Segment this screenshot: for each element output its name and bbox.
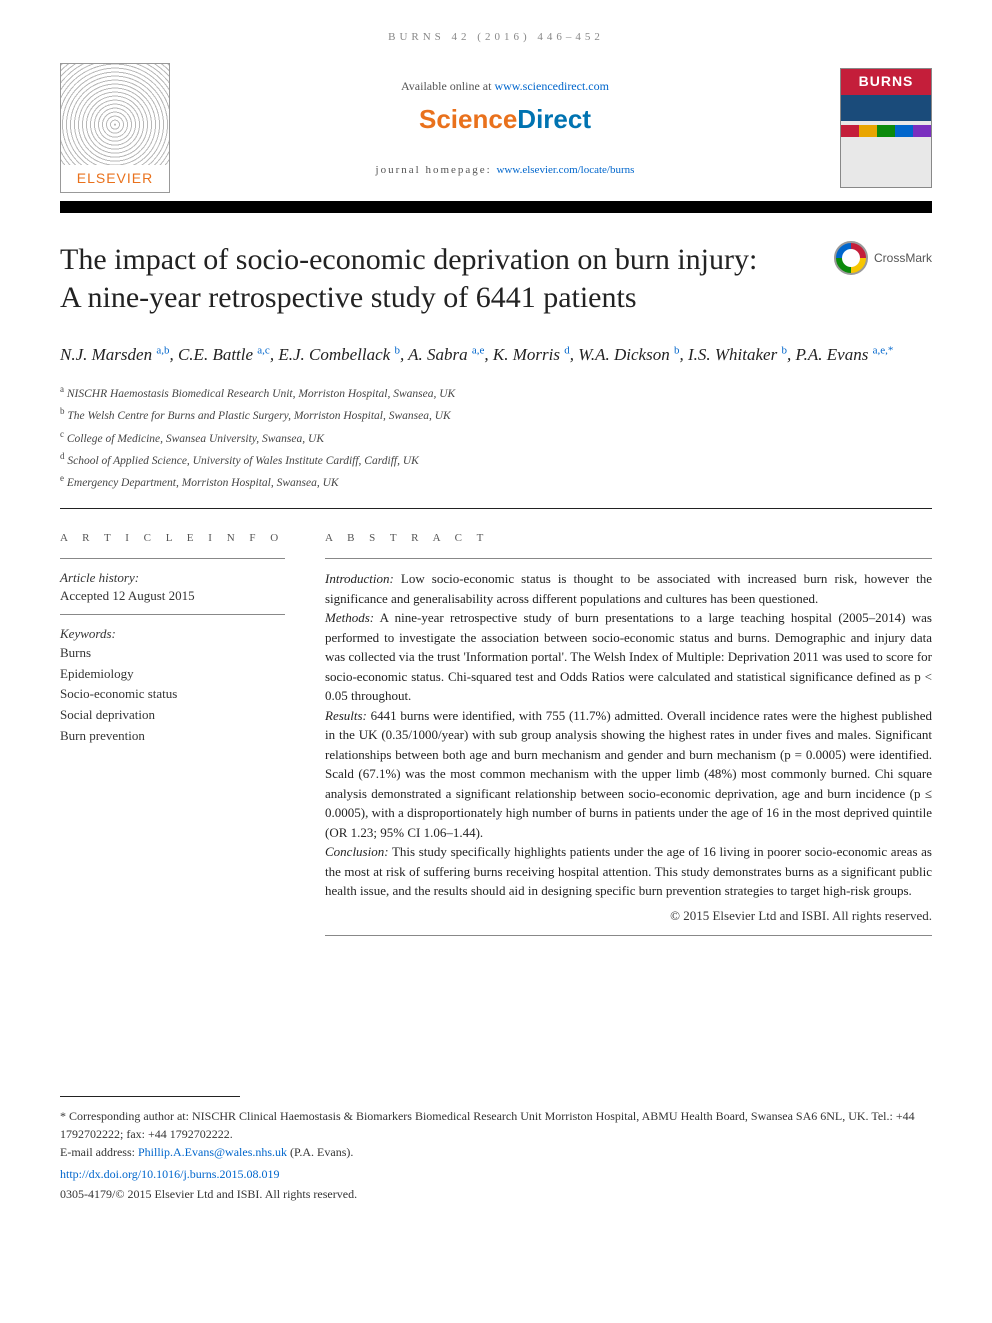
- elsevier-label: ELSEVIER: [77, 165, 153, 193]
- homepage-prefix: journal homepage:: [376, 164, 497, 176]
- keyword-item: Burns: [60, 643, 285, 664]
- affiliation-line: e Emergency Department, Morriston Hospit…: [60, 471, 932, 493]
- available-prefix: Available online at: [401, 79, 494, 93]
- doi-link[interactable]: http://dx.doi.org/10.1016/j.burns.2015.0…: [60, 1167, 279, 1181]
- author-affiliation-link[interactable]: a,c: [257, 345, 270, 357]
- abstract-paragraph: Results: 6441 burns were identified, wit…: [325, 706, 932, 843]
- title-row: The impact of socio-economic deprivation…: [60, 241, 932, 316]
- article-history-label: Article history:: [60, 569, 285, 587]
- journal-homepage-line: journal homepage: www.elsevier.com/locat…: [190, 163, 820, 178]
- footnotes: * Corresponding author at: NISCHR Clinic…: [60, 1107, 932, 1203]
- keyword-item: Burn prevention: [60, 726, 285, 747]
- affiliation-line: c College of Medicine, Swansea Universit…: [60, 427, 932, 449]
- issn-copyright-line: 0305-4179/© 2015 Elsevier Ltd and ISBI. …: [60, 1185, 932, 1203]
- divider-after-affiliations: [60, 508, 932, 509]
- sciencedirect-brand[interactable]: ScienceDirect: [419, 101, 591, 137]
- article-accepted-date: Accepted 12 August 2015: [60, 587, 285, 605]
- abstract-divider-top: [325, 558, 932, 559]
- abstract-run-in: Introduction:: [325, 571, 394, 586]
- affiliation-line: d School of Applied Science, University …: [60, 449, 932, 471]
- corresponding-email-link[interactable]: Phillip.A.Evans@wales.nhs.uk: [138, 1145, 287, 1159]
- elsevier-tree-icon: [61, 64, 169, 164]
- corresponding-author-note: * Corresponding author at: NISCHR Clinic…: [60, 1107, 932, 1143]
- two-column-region: A R T I C L E I N F O Article history: A…: [60, 531, 932, 946]
- abstract-run-in: Results:: [325, 708, 367, 723]
- journal-cover-body: [841, 95, 931, 187]
- authors-line: N.J. Marsden a,b, C.E. Battle a,c, E.J. …: [60, 342, 932, 368]
- keyword-item: Socio-economic status: [60, 684, 285, 705]
- abstract-body: Introduction: Low socio-economic status …: [325, 569, 932, 901]
- author: K. Morris d: [493, 345, 570, 364]
- info-divider-top: [60, 558, 285, 559]
- footer-divider: [60, 1096, 240, 1097]
- author-affiliation-link[interactable]: a,e,*: [873, 345, 894, 357]
- author: W.A. Dickson b: [578, 345, 679, 364]
- sd-blue-part: Direct: [517, 104, 591, 134]
- author-affiliation-link[interactable]: b: [781, 345, 787, 357]
- top-banner: ELSEVIER Available online at www.science…: [60, 63, 932, 193]
- author: A. Sabra a,e: [408, 345, 484, 364]
- sd-orange-part: Science: [419, 104, 517, 134]
- abstract-run-in: Conclusion:: [325, 844, 389, 859]
- abstract-column: A B S T R A C T Introduction: Low socio-…: [325, 531, 932, 946]
- banner-center: Available online at www.sciencedirect.co…: [190, 78, 820, 179]
- author-affiliation-link[interactable]: a,b: [156, 345, 169, 357]
- author: I.S. Whitaker b: [688, 345, 787, 364]
- email-label: E-mail address:: [60, 1145, 138, 1159]
- author: C.E. Battle a,c: [178, 345, 270, 364]
- keywords-list: BurnsEpidemiologySocio-economic statusSo…: [60, 643, 285, 747]
- crossmark-label: CrossMark: [874, 250, 932, 267]
- crossmark-badge[interactable]: CrossMark: [834, 241, 932, 275]
- affiliation-line: b The Welsh Centre for Burns and Plastic…: [60, 404, 932, 426]
- keyword-item: Social deprivation: [60, 705, 285, 726]
- abstract-paragraph: Methods: A nine-year retrospective study…: [325, 608, 932, 706]
- abstract-copyright: © 2015 Elsevier Ltd and ISBI. All rights…: [325, 907, 932, 925]
- author-affiliation-link[interactable]: b: [674, 345, 680, 357]
- black-divider: [60, 201, 932, 213]
- abstract-paragraph: Introduction: Low socio-economic status …: [325, 569, 932, 608]
- available-online-line: Available online at www.sciencedirect.co…: [190, 78, 820, 95]
- author-affiliation-link[interactable]: d: [564, 345, 570, 357]
- email-line: E-mail address: Phillip.A.Evans@wales.nh…: [60, 1143, 932, 1161]
- running-head: BURNS 42 (2016) 446–452: [60, 30, 932, 45]
- article-info-heading: A R T I C L E I N F O: [60, 531, 285, 546]
- article-info-column: A R T I C L E I N F O Article history: A…: [60, 531, 285, 946]
- sciencedirect-link[interactable]: www.sciencedirect.com: [494, 79, 609, 93]
- journal-homepage-link[interactable]: www.elsevier.com/locate/burns: [496, 164, 634, 176]
- crossmark-icon: [834, 241, 868, 275]
- journal-cover-title: BURNS: [841, 69, 931, 95]
- elsevier-logo[interactable]: ELSEVIER: [60, 63, 170, 193]
- author-affiliation-link[interactable]: b: [394, 345, 400, 357]
- author-affiliation-link[interactable]: a,e: [472, 345, 485, 357]
- abstract-paragraph: Conclusion: This study specifically high…: [325, 842, 932, 901]
- affiliation-line: a NISCHR Haemostasis Biomedical Research…: [60, 382, 932, 404]
- author: N.J. Marsden a,b: [60, 345, 169, 364]
- journal-cover[interactable]: BURNS: [840, 68, 932, 188]
- abstract-run-in: Methods:: [325, 610, 374, 625]
- journal-cover-stripe: [841, 125, 931, 137]
- email-suffix: (P.A. Evans).: [287, 1145, 353, 1159]
- keywords-label: Keywords:: [60, 625, 285, 643]
- author: E.J. Combellack b: [278, 345, 400, 364]
- article-title: The impact of socio-economic deprivation…: [60, 241, 760, 316]
- affiliations-block: a NISCHR Haemostasis Biomedical Research…: [60, 382, 932, 494]
- abstract-divider-bottom: [325, 935, 932, 936]
- abstract-heading: A B S T R A C T: [325, 531, 932, 546]
- keyword-item: Epidemiology: [60, 664, 285, 685]
- info-divider-mid: [60, 614, 285, 615]
- author: P.A. Evans a,e,*: [795, 345, 893, 364]
